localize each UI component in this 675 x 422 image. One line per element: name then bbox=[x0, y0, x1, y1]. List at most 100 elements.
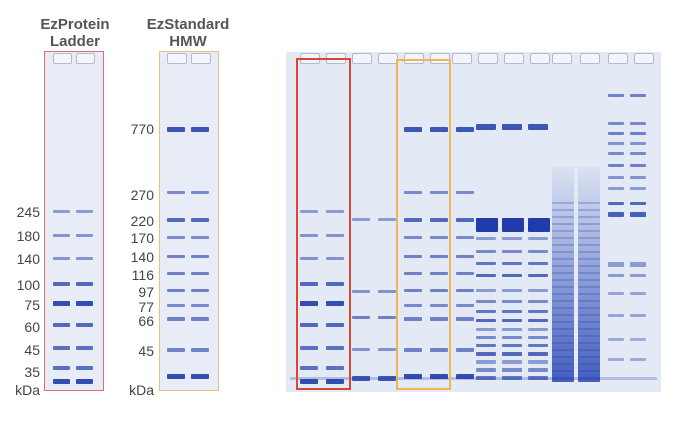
hmw-band bbox=[456, 272, 474, 275]
smear-band bbox=[552, 363, 574, 365]
smear-band bbox=[578, 300, 600, 302]
gel2-title-line1: EzStandard bbox=[146, 16, 230, 33]
hmw-band bbox=[167, 348, 185, 352]
smear-band bbox=[578, 258, 600, 260]
smear-band bbox=[578, 335, 600, 337]
gel1-marker-245: 245 bbox=[16, 204, 40, 220]
ladder-band bbox=[326, 346, 344, 350]
smear-band bbox=[578, 237, 600, 239]
hmw-band bbox=[404, 289, 422, 292]
sample-band bbox=[476, 344, 496, 347]
sample-band bbox=[630, 314, 646, 317]
sample-band bbox=[528, 274, 548, 277]
smear-band bbox=[552, 342, 574, 344]
smear-band bbox=[578, 279, 600, 281]
smear-band bbox=[578, 223, 600, 225]
sample-band bbox=[476, 274, 496, 277]
sample-band bbox=[378, 376, 396, 381]
hmw-band bbox=[167, 218, 185, 222]
sample-band bbox=[502, 344, 522, 347]
gel2-marker-140: 140 bbox=[130, 249, 154, 265]
sample-band bbox=[608, 187, 624, 190]
sample-band bbox=[528, 344, 548, 347]
gel3-image bbox=[286, 52, 661, 392]
smear-band bbox=[578, 377, 600, 379]
sample-band bbox=[630, 262, 646, 267]
gel3-well bbox=[530, 53, 550, 64]
sample-band bbox=[502, 262, 522, 265]
sample-band bbox=[528, 300, 548, 303]
gel3-well bbox=[352, 53, 372, 64]
hmw-band bbox=[191, 272, 209, 275]
ladder-band bbox=[326, 257, 344, 260]
hmw-band bbox=[430, 255, 448, 258]
smear-band bbox=[578, 307, 600, 309]
hmw-band bbox=[167, 236, 185, 239]
sample-band bbox=[630, 274, 646, 277]
gel2-marker-66: 66 bbox=[138, 313, 154, 329]
ladder-band bbox=[300, 379, 318, 384]
smear-band bbox=[552, 335, 574, 337]
sample-band bbox=[608, 132, 624, 135]
ladder-band bbox=[76, 346, 93, 350]
gel1-marker-45: 45 bbox=[24, 342, 40, 358]
gel2-marker-270: 270 bbox=[130, 187, 154, 203]
sample-band bbox=[476, 360, 496, 364]
ladder-band bbox=[76, 282, 93, 286]
hmw-band bbox=[191, 191, 209, 194]
sample-band bbox=[476, 352, 496, 356]
gel2-marker-45: 45 bbox=[138, 343, 154, 359]
hmw-band bbox=[430, 236, 448, 239]
gel1-unit-label: kDa bbox=[15, 382, 40, 398]
hmw-band bbox=[404, 191, 422, 194]
smear-band bbox=[578, 286, 600, 288]
smear-band bbox=[552, 356, 574, 358]
sample-band bbox=[528, 262, 548, 265]
gel3-red-highlight-box bbox=[296, 58, 351, 390]
gel2-well-2 bbox=[191, 53, 211, 64]
sample-band bbox=[528, 352, 548, 356]
hmw-band bbox=[430, 289, 448, 292]
hmw-band bbox=[430, 348, 448, 352]
hmw-band bbox=[191, 218, 209, 222]
sample-band bbox=[528, 310, 548, 313]
gel1-frame bbox=[44, 51, 104, 391]
gel2-image bbox=[160, 52, 218, 390]
sample-band bbox=[608, 122, 624, 125]
ladder-band bbox=[326, 323, 344, 327]
smear-band bbox=[552, 272, 574, 274]
smear-band bbox=[552, 370, 574, 372]
ladder-band bbox=[53, 366, 70, 370]
sample-band bbox=[630, 358, 646, 361]
lysate-smear bbox=[552, 167, 574, 382]
hmw-band bbox=[191, 317, 209, 321]
sample-band bbox=[502, 250, 522, 253]
gel2-frame bbox=[159, 51, 219, 391]
sample-band bbox=[630, 132, 646, 135]
smear-band bbox=[552, 258, 574, 260]
sample-band bbox=[378, 218, 396, 221]
sample-band bbox=[476, 250, 496, 253]
ladder-band bbox=[53, 346, 70, 350]
smear-band bbox=[578, 202, 600, 204]
smear-band bbox=[552, 321, 574, 323]
sample-band bbox=[502, 336, 522, 339]
sample-band bbox=[608, 202, 624, 205]
smear-band bbox=[552, 251, 574, 253]
sample-band bbox=[502, 328, 522, 331]
gel1-marker-100: 100 bbox=[16, 277, 40, 293]
sample-band bbox=[528, 376, 548, 380]
gel2-marker-97: 97 bbox=[138, 284, 154, 300]
sample-band bbox=[476, 336, 496, 339]
ladder-band bbox=[326, 366, 344, 370]
ladder-band bbox=[76, 379, 93, 384]
hmw-band bbox=[191, 127, 209, 132]
sample-band bbox=[352, 348, 370, 351]
hmw-band bbox=[430, 374, 448, 379]
sample-band bbox=[476, 289, 496, 292]
smear-band bbox=[552, 349, 574, 351]
gel1-image bbox=[45, 52, 103, 390]
smear-band bbox=[578, 251, 600, 253]
gel3-well bbox=[404, 53, 424, 64]
ladder-band bbox=[53, 257, 70, 260]
